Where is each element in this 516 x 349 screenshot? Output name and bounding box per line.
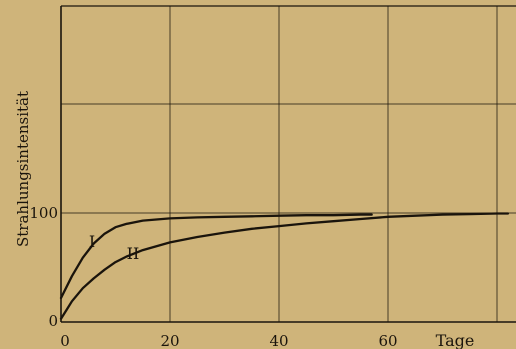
curve-label-II: II bbox=[127, 244, 140, 263]
y-tick-label-0: 0 bbox=[48, 312, 58, 330]
x-axis-label: Tage bbox=[436, 331, 475, 349]
grid-lines bbox=[61, 6, 516, 322]
y-tick-label-100: 100 bbox=[29, 204, 58, 222]
series-line-II bbox=[59, 212, 510, 320]
x-tick-label-20: 20 bbox=[160, 332, 179, 349]
x-tick-label-0: 0 bbox=[60, 332, 70, 349]
x-tick-label-60: 60 bbox=[378, 332, 397, 349]
series-lines bbox=[59, 212, 510, 320]
curve-label-I: I bbox=[89, 232, 95, 251]
series-line-I bbox=[59, 213, 373, 300]
axes bbox=[60, 5, 516, 323]
y-axis-label: Strahlungsintensität bbox=[14, 91, 32, 247]
x-tick-label-40: 40 bbox=[269, 332, 288, 349]
